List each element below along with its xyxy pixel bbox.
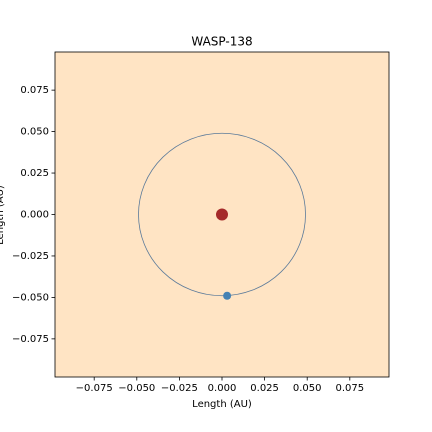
x-tick-label: 0.075 <box>335 383 364 394</box>
chart-title: WASP-138 <box>191 35 252 49</box>
x-axis-label: Length (AU) <box>192 399 252 410</box>
x-tick-label: 0.050 <box>293 383 322 394</box>
y-tick-label: −0.075 <box>12 334 49 345</box>
point <box>223 291 232 300</box>
x-tick-label: −0.075 <box>76 383 113 394</box>
x-tick-label: −0.025 <box>161 383 198 394</box>
y-tick-label: 0.025 <box>20 168 49 179</box>
x-tick-label: 0.000 <box>208 383 237 394</box>
y-tick-label: −0.025 <box>12 251 49 262</box>
point <box>216 208 228 221</box>
x-tick-label: −0.050 <box>118 383 155 394</box>
y-tick-label: 0.000 <box>20 210 49 221</box>
orbit <box>138 132 306 297</box>
y-tick-label: 0.050 <box>20 127 49 138</box>
x-tick-label: 0.025 <box>250 383 279 394</box>
y-tick-label: −0.050 <box>12 292 49 303</box>
y-axis-label: Length (AU) <box>0 185 6 245</box>
y-tick-label: 0.075 <box>20 85 49 96</box>
